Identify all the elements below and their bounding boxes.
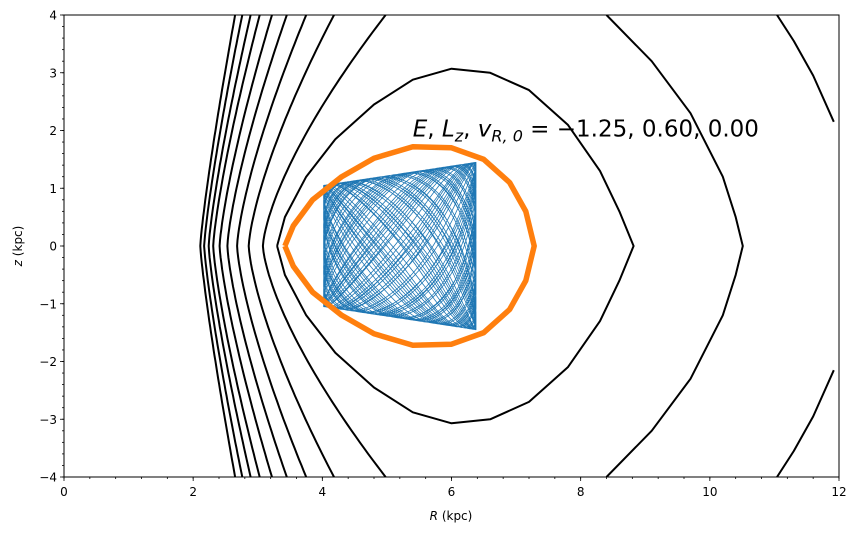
y-tick-label: 2 — [49, 124, 57, 138]
y-axis-label: z (kpc) — [11, 226, 25, 268]
far-contour-line-bottom — [776, 369, 835, 477]
open-contour-line — [207, 15, 252, 477]
y-axis-unit: (kpc) — [11, 226, 25, 257]
annotation-sep2: , — [463, 116, 478, 142]
open-contour-line — [212, 15, 261, 477]
open-contour-line — [261, 15, 387, 477]
x-tick-label: 6 — [448, 485, 456, 499]
open-contour-line — [203, 15, 244, 477]
annotation-sub-z: z — [454, 126, 464, 145]
y-tick-label: 4 — [49, 9, 57, 23]
y-tick-label: −2 — [39, 355, 57, 369]
annotation-E: E — [413, 116, 428, 142]
open-contour-line — [199, 15, 237, 477]
y-tick-label: −4 — [39, 471, 57, 485]
x-tick-label: 10 — [702, 485, 717, 499]
open-contour-line — [236, 15, 308, 477]
annotation-rhs: = −1.25, 0.60, 0.00 — [523, 116, 759, 142]
y-tick-label: −3 — [39, 413, 57, 427]
y-tick-label: 3 — [49, 66, 57, 80]
x-tick-label: 8 — [577, 485, 585, 499]
far-contour-line-top — [776, 15, 835, 123]
annotation-sep1: , — [427, 116, 442, 142]
x-tick-label: 0 — [60, 485, 68, 499]
y-axis-var: z — [11, 259, 25, 267]
annotation-L: L — [442, 116, 455, 142]
annotation-sub-R0: R, 0 — [491, 126, 522, 145]
x-axis-label: R (kpc) — [430, 509, 473, 523]
x-tick-label: 2 — [189, 485, 197, 499]
y-tick-label: −1 — [39, 297, 57, 311]
open-contour-line — [247, 15, 335, 477]
y-tick-label: 0 — [49, 240, 57, 254]
x-tick-label: 12 — [831, 485, 846, 499]
x-axis-var: R — [430, 509, 438, 523]
closed-contour-line — [276, 67, 635, 425]
outer-contour-line — [605, 15, 744, 477]
open-contour-line — [218, 15, 273, 477]
zero-velocity-curve — [282, 143, 537, 349]
y-tick-label: 1 — [49, 182, 57, 196]
open-contour-line — [226, 15, 288, 477]
x-axis-unit: (kpc) — [442, 509, 473, 523]
annotation-label: E, Lz, vR, 0 = −1.25, 0.60, 0.00 — [413, 116, 759, 145]
plot-area — [199, 15, 835, 477]
annotation-v: v — [478, 116, 492, 142]
orbit-line — [323, 161, 477, 331]
x-tick-label: 4 — [319, 485, 327, 499]
